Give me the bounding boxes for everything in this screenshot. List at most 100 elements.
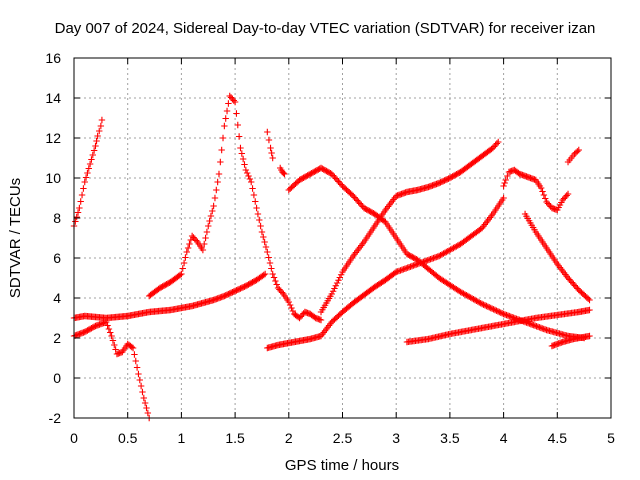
data-point: [411, 255, 419, 262]
data-point: [257, 222, 264, 230]
data-point: [217, 158, 224, 166]
data-point: [111, 341, 118, 349]
data-point: [76, 204, 83, 212]
data-point: [543, 198, 550, 206]
data-point: [225, 100, 232, 107]
data-point: [566, 276, 573, 283]
data-point: [367, 208, 374, 215]
data-point: [267, 144, 274, 152]
data-point: [286, 301, 294, 309]
data-point: [301, 173, 309, 181]
data-point: [337, 271, 345, 278]
data-point: [221, 292, 228, 300]
data-point: [491, 143, 498, 150]
series-sat-m: [564, 146, 582, 166]
data-point: [128, 343, 135, 351]
data-point: [233, 110, 240, 117]
x-tick-label: 4.5: [548, 430, 568, 446]
data-point: [186, 240, 193, 248]
data-point: [210, 202, 217, 210]
series-sat-l: [548, 332, 593, 350]
data-point: [540, 191, 548, 199]
data-point: [500, 182, 507, 190]
data-point: [317, 164, 325, 172]
data-point: [261, 238, 268, 246]
x-tick-label: 2.5: [333, 430, 353, 446]
data-point: [221, 122, 228, 130]
data-point: [140, 394, 148, 402]
data-point: [222, 115, 229, 122]
data-point: [323, 167, 330, 175]
data-point: [139, 388, 146, 396]
data-point: [192, 237, 200, 244]
data-point: [407, 253, 415, 260]
data-point: [250, 191, 258, 199]
data-point: [264, 248, 271, 256]
x-tick-label: 3.5: [440, 430, 460, 446]
data-point: [214, 178, 221, 186]
data-point: [274, 284, 282, 292]
data-point: [82, 174, 90, 181]
data-point: [144, 409, 152, 417]
data-point: [331, 285, 338, 292]
data-point: [260, 233, 267, 241]
data-point: [86, 160, 94, 168]
data-point: [180, 259, 188, 267]
x-tick-label: 3: [392, 430, 400, 446]
data-point: [435, 179, 443, 187]
data-point: [268, 149, 275, 157]
data-point: [133, 364, 141, 371]
data-point: [362, 205, 369, 212]
data-point: [160, 282, 168, 289]
data-point: [262, 243, 270, 251]
data-point: [567, 277, 574, 285]
data-point: [311, 168, 318, 175]
data-point: [277, 287, 284, 295]
y-tick-label: -2: [49, 410, 62, 426]
data-point: [188, 232, 196, 240]
data-point: [309, 169, 317, 176]
y-tick-label: 4: [53, 290, 61, 306]
data-point: [233, 287, 240, 294]
data-point: [586, 306, 593, 314]
data-point: [303, 173, 310, 180]
data-point: [203, 228, 211, 236]
data-point: [74, 209, 82, 216]
data-point: [229, 289, 236, 296]
data-point: [209, 207, 216, 215]
x-axis-label: GPS time / hours: [285, 457, 399, 474]
data-point: [305, 171, 313, 178]
data-point: [337, 181, 345, 188]
data-point: [97, 122, 105, 130]
data-point: [280, 169, 287, 177]
data-point: [249, 279, 256, 286]
data-point: [243, 282, 251, 289]
data-point: [546, 201, 553, 209]
data-point: [336, 179, 344, 187]
data-point: [571, 282, 578, 289]
data-point: [403, 250, 411, 258]
data-point: [442, 176, 450, 184]
data-point: [332, 175, 339, 182]
data-point: [496, 308, 503, 316]
data-point: [487, 304, 494, 312]
data-point: [81, 178, 88, 186]
series-sat-c: [70, 318, 153, 422]
data-point: [497, 309, 504, 316]
data-point: [265, 254, 272, 261]
data-point: [264, 128, 271, 136]
data-point: [311, 313, 318, 321]
data-point: [486, 304, 493, 311]
x-tick-label: 1.5: [225, 430, 245, 446]
x-tick-label: 2: [285, 430, 293, 446]
data-point: [563, 192, 570, 199]
data-point: [273, 281, 280, 288]
data-point: [215, 170, 223, 178]
series-sat-b: [70, 270, 269, 322]
grid: [74, 58, 611, 418]
data-point: [269, 154, 276, 162]
data-point: [206, 217, 213, 225]
data-point: [559, 196, 566, 204]
data-point: [500, 194, 507, 202]
data-point: [135, 370, 142, 378]
